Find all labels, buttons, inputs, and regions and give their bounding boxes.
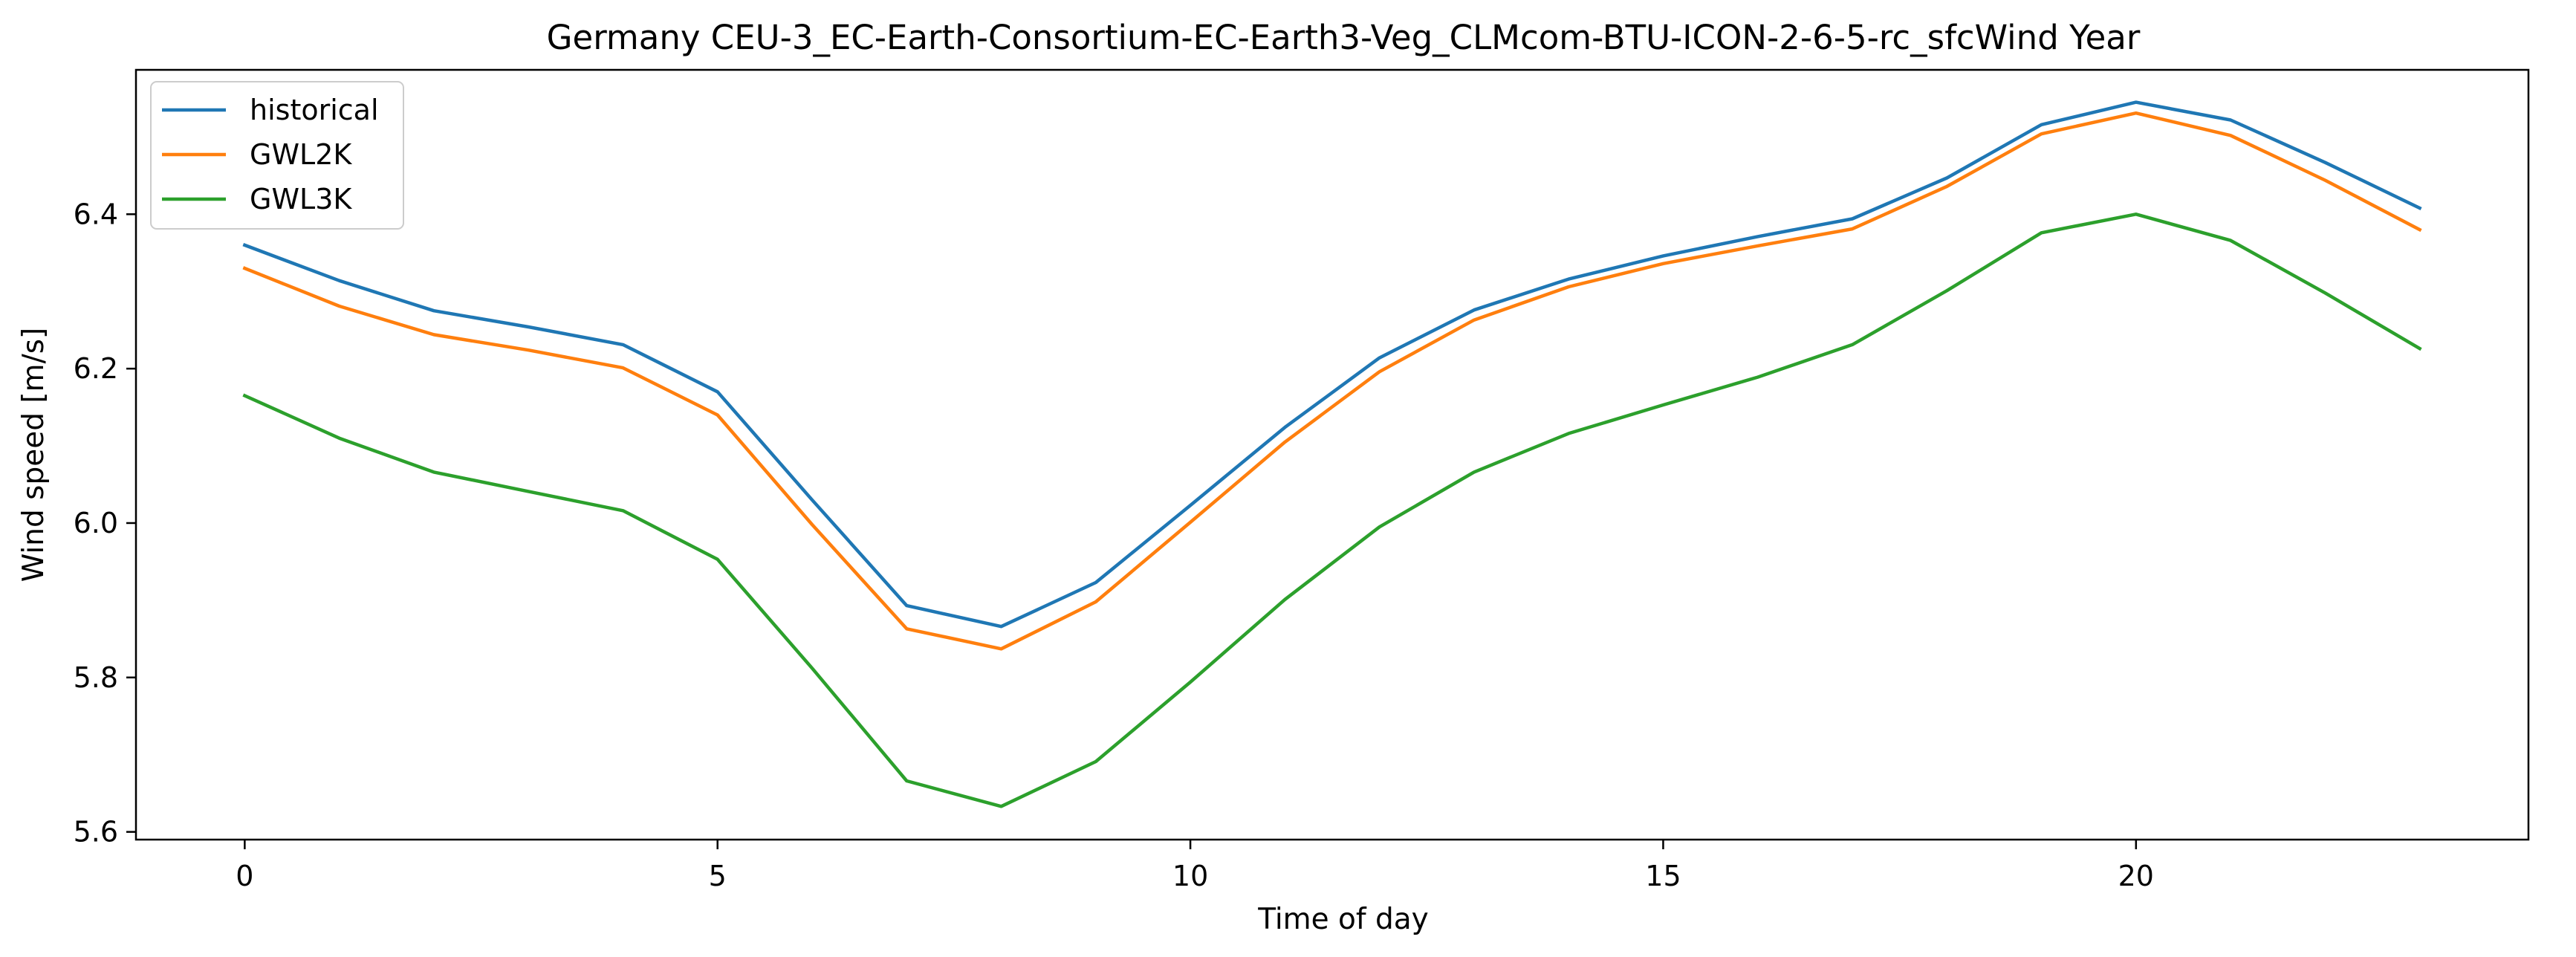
series-line-gwl3k — [242, 213, 2422, 808]
series-line-gwl2k — [242, 111, 2422, 651]
y-tick-label: 6.4 — [74, 198, 118, 230]
y-tick-label: 5.8 — [74, 661, 118, 694]
legend-label-gwl3k: GWL3K — [250, 183, 352, 215]
legend-entries: historical GWL2K GWL3K — [162, 94, 379, 215]
x-axis-label: Time of day — [1257, 903, 1429, 936]
plot-frame — [134, 68, 2530, 841]
x-axis-ticks: 0 5 10 15 20 — [236, 840, 2154, 892]
legend-box — [150, 81, 404, 230]
y-axis-label: Wind speed [m/s] — [17, 328, 51, 583]
y-tick-label: 6.2 — [74, 352, 118, 385]
legend-label-gwl2k: GWL2K — [250, 138, 352, 171]
y-axis-ticks: 5.6 5.8 6.0 6.2 6.4 — [74, 198, 136, 849]
x-tick-label: 15 — [1645, 860, 1681, 892]
x-tick-label: 20 — [2118, 860, 2154, 892]
x-tick-label: 5 — [709, 860, 727, 892]
y-tick-label: 5.6 — [74, 816, 118, 849]
y-tick-label: 6.0 — [74, 507, 118, 539]
chart-title: Germany CEU-3_EC-Earth-Consortium-EC-Ear… — [547, 18, 2141, 57]
legend-label-historical: historical — [250, 94, 379, 126]
legend: historical GWL2K GWL3K — [150, 81, 404, 230]
x-tick-label: 10 — [1172, 860, 1208, 892]
x-tick-label: 0 — [236, 860, 253, 892]
series-line-historical — [242, 100, 2422, 629]
series-layer — [242, 100, 2422, 808]
